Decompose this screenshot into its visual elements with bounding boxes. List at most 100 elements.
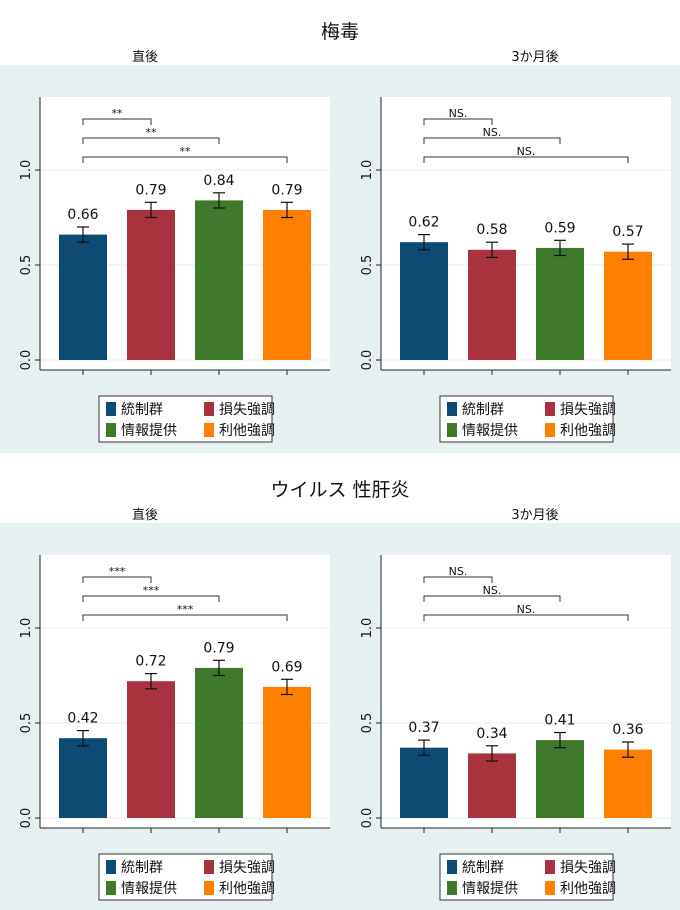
y-tick-label: 0.5 — [19, 255, 34, 276]
data-label: 0.66 — [67, 207, 98, 223]
legend-box — [98, 853, 273, 901]
y-tick-label: 0.5 — [360, 255, 375, 276]
significance-bracket — [423, 156, 629, 163]
bar — [127, 681, 175, 818]
data-label: 0.79 — [271, 182, 302, 198]
data-label: 0.72 — [135, 654, 166, 670]
chart-panel-syphilis-immediate: 0.0 0.5 1.0 0.66 0.79 0.84 0.79 ** ** ** 統制群 損失強調情報… — [0, 65, 340, 453]
legend-swatch — [447, 402, 457, 416]
data-label: 0.37 — [408, 720, 439, 736]
y-tick-label: 1.0 — [360, 618, 375, 639]
significance-bracket — [423, 576, 493, 583]
legend-swatch — [106, 423, 116, 437]
legend-swatch — [204, 860, 214, 874]
data-label: 0.42 — [67, 711, 98, 727]
significance-bracket — [423, 595, 561, 602]
bar — [400, 747, 448, 818]
significance-bracket — [82, 156, 288, 163]
significance-bracket — [423, 137, 561, 144]
legend-label: 損失強調 — [219, 402, 275, 418]
legend-swatch — [447, 423, 457, 437]
y-tick-label: 0.0 — [19, 350, 34, 371]
bar — [59, 234, 107, 360]
significance-bracket — [82, 614, 288, 621]
legend-label: 統制群 — [121, 402, 163, 418]
data-label: 0.57 — [612, 224, 643, 240]
bar — [468, 249, 516, 360]
significance-label: *** — [109, 565, 126, 578]
legend-swatch — [545, 860, 555, 874]
data-label: 0.58 — [476, 222, 507, 238]
legend-label: 情報提供 — [462, 423, 518, 439]
legend-swatch — [204, 402, 214, 416]
panel-subtitle: 直後 — [132, 508, 158, 523]
y-tick-label: 0.0 — [360, 350, 375, 371]
legend-swatch — [545, 402, 555, 416]
bar — [127, 209, 175, 360]
chart-panel-hepatitis-3months: 0.0 0.5 1.0 0.37 0.34 0.41 0.36 NS. NS. NS. 統制群 損失強… — [340, 523, 680, 910]
bar — [59, 738, 107, 818]
legend-swatch — [447, 881, 457, 895]
legend-label: 情報提供 — [121, 423, 177, 439]
legend-swatch — [447, 860, 457, 874]
panel-subtitle: 3か月後 — [511, 50, 558, 65]
y-tick-label: 0.0 — [19, 808, 34, 829]
data-label: 0.62 — [408, 215, 439, 231]
legend-swatch — [545, 881, 555, 895]
significance-label: NS. — [517, 603, 536, 616]
significance-label: ** — [180, 145, 192, 158]
legend-label: 利他強調 — [560, 423, 616, 439]
y-tick-label: 0.0 — [360, 808, 375, 829]
legend-label: 損失強調 — [560, 860, 616, 876]
legend-label: 情報提供 — [462, 881, 518, 897]
bar — [195, 667, 243, 818]
chart-panel-hepatitis-immediate: 0.0 0.5 1.0 0.42 0.72 0.79 0.69 *** *** *** 統制群 損失強… — [0, 523, 340, 910]
legend-label: 利他強調 — [560, 881, 616, 897]
bar — [468, 753, 516, 818]
bar — [195, 200, 243, 360]
data-label: 0.36 — [612, 722, 643, 738]
significance-bracket — [423, 614, 629, 621]
legend-swatch — [545, 423, 555, 437]
data-label: 0.59 — [544, 220, 575, 236]
bar — [263, 686, 311, 818]
section-title: 梅毒 — [321, 21, 359, 43]
legend-label: 損失強調 — [560, 402, 616, 418]
significance-label: NS. — [449, 107, 468, 120]
legend-box — [98, 395, 273, 443]
bar — [604, 251, 652, 360]
significance-bracket — [82, 137, 220, 144]
y-tick-label: 1.0 — [19, 618, 34, 639]
legend-swatch — [204, 423, 214, 437]
significance-label: *** — [177, 603, 194, 616]
legend-label: 統制群 — [462, 860, 504, 876]
significance-label: NS. — [517, 145, 536, 158]
legend-box — [439, 853, 614, 901]
y-tick-label: 0.5 — [360, 713, 375, 734]
significance-label: *** — [143, 584, 160, 597]
legend-label: 損失強調 — [219, 860, 275, 876]
data-label: 0.79 — [203, 640, 234, 656]
bar — [536, 247, 584, 360]
chart-panel-syphilis-3months: 0.0 0.5 1.0 0.62 0.58 0.59 0.57 NS. NS. NS. 統制群 損失強… — [340, 65, 680, 453]
panel-subtitle: 直後 — [132, 50, 158, 65]
data-label: 0.79 — [135, 182, 166, 198]
legend-box — [439, 395, 614, 443]
data-label: 0.69 — [271, 659, 302, 675]
bar — [400, 242, 448, 360]
significance-bracket — [82, 118, 152, 125]
significance-label: NS. — [483, 584, 502, 597]
significance-bracket — [423, 118, 493, 125]
y-tick-label: 1.0 — [19, 160, 34, 181]
significance-label: ** — [112, 107, 124, 120]
panel-subtitle: 3か月後 — [511, 508, 558, 523]
legend-swatch — [204, 881, 214, 895]
significance-label: ** — [146, 126, 158, 139]
significance-bracket — [82, 595, 220, 602]
legend-label: 利他強調 — [219, 881, 275, 897]
bar — [536, 740, 584, 818]
